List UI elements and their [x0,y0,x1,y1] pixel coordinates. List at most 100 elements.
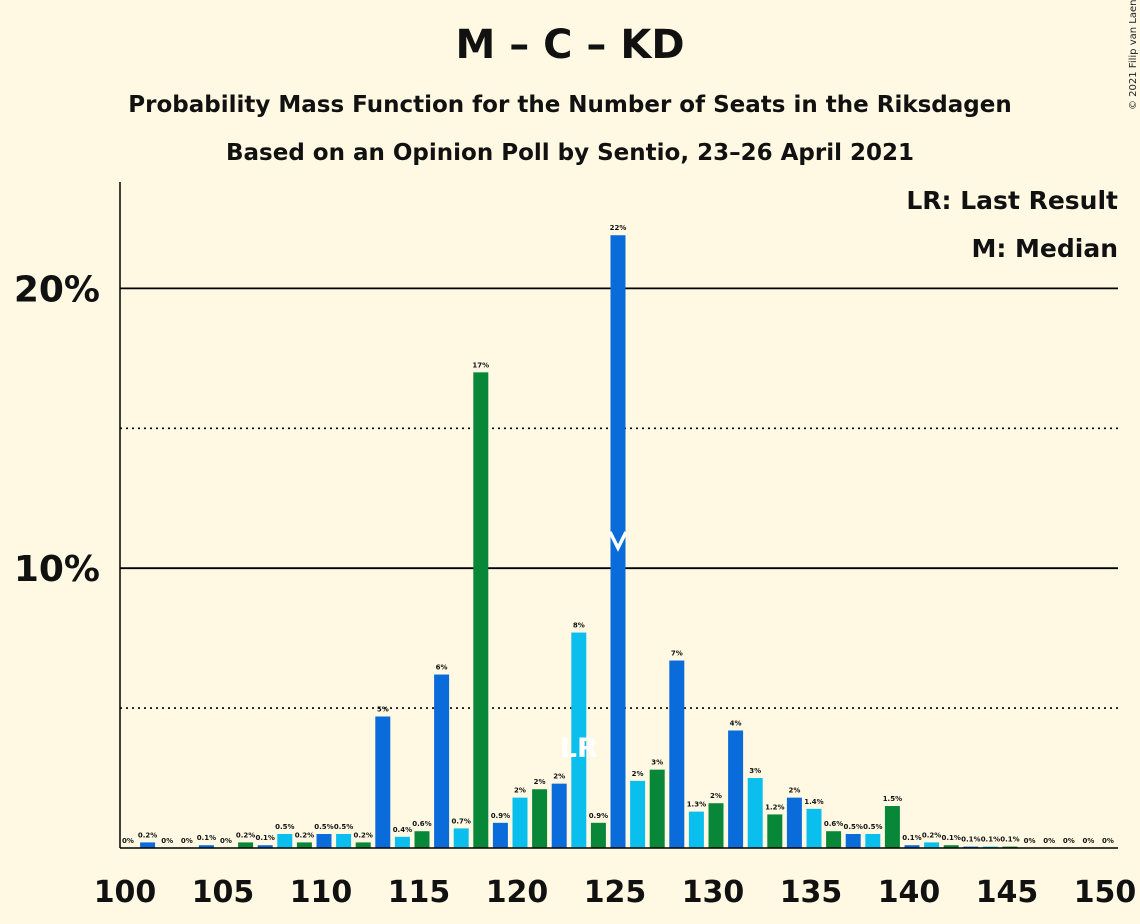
bar-value-label: 2% [788,787,800,795]
bar-seat-116 [434,674,450,848]
bar-value-label: 0.9% [589,812,608,820]
bar-seat-115 [414,831,430,848]
bar-seat-112 [355,842,371,848]
bar-value-label: 0% [181,837,193,845]
bar-seat-133 [767,814,783,848]
bar-value-label: 2% [710,792,722,800]
bar-value-label: 7% [671,650,683,658]
bar-seat-138 [865,834,881,848]
y-tick-label: 20% [14,269,100,310]
bar-seat-104 [198,845,214,848]
bar-seat-124 [590,822,606,848]
bar-value-label: 6% [436,664,448,672]
bar-value-label: 0% [161,837,173,845]
bar-seat-110 [316,834,332,848]
bar-seat-114 [394,836,410,848]
bar-value-label: 0.1% [941,834,960,842]
bar-seat-129 [688,811,704,848]
bar-value-label: 2% [534,778,546,786]
x-tick-label: 105 [192,875,255,910]
bar-value-label: 0.9% [491,812,510,820]
bar-value-label: 2% [553,773,565,781]
bar-value-label: 2% [514,787,526,795]
bar-seat-111 [336,834,352,848]
bar-seat-127 [649,769,665,848]
y-tick-label: 10% [14,549,100,590]
chart-source-line: Based on an Opinion Poll by Sentio, 23–2… [225,140,914,166]
bar-value-label: 0.5% [334,823,353,831]
bar-value-label: 0.2% [138,831,157,839]
bar-value-label: 0% [122,837,134,845]
bar-value-label: 0% [1063,837,1075,845]
bar-seat-107 [257,845,273,848]
x-tick-label: 115 [388,875,451,910]
bar-seat-122 [551,783,567,848]
bar-value-label: 4% [730,719,742,727]
legend-median: M: Median [971,234,1118,263]
x-tick-label: 135 [780,875,843,910]
bar-value-label: 0.2% [922,831,941,839]
chart-title: M – C – KD [455,22,685,68]
bar-value-label: 0.2% [295,831,314,839]
bar-value-label: 0% [1102,837,1114,845]
bar-value-label: 0.1% [902,834,921,842]
bar-value-label: 0.1% [1000,836,1019,844]
bar-value-label: 0.5% [863,823,882,831]
x-tick-label: 120 [486,875,549,910]
legend: LR: Last Result M: Median [906,186,1118,263]
bar-seat-126 [630,780,646,848]
bar-seat-128 [669,660,685,848]
bar-seat-108 [277,834,293,848]
bar-value-label: 0.4% [393,826,412,834]
last-result-marker: LR [560,733,598,764]
median-marker [608,531,628,552]
bar-value-label: 0% [1024,837,1036,845]
bar-value-label: 1.3% [687,801,706,809]
bar-seat-123 [571,632,587,848]
bar-seat-113 [375,716,391,848]
x-tick-label: 145 [976,875,1039,910]
bar-seat-109 [296,842,312,848]
bar-value-label: 0.5% [275,823,294,831]
x-tick-label: 110 [290,875,353,910]
bars [140,235,1018,848]
bar-value-label: 0.1% [961,836,980,844]
bar-seat-141 [924,842,940,848]
bar-seat-139 [884,806,900,848]
bar-seat-121 [532,789,548,848]
markers: LR [560,531,628,764]
bar-seat-131 [728,730,744,848]
x-tick-label: 150 [1074,875,1137,910]
bar-seat-132 [747,778,763,848]
bar-value-label: 0.5% [843,823,862,831]
bar-value-label: 1.5% [883,795,902,803]
bar-value-label: 1.4% [804,798,823,806]
bar-value-label: 0.2% [353,831,372,839]
bar-value-label: 3% [749,767,761,775]
bar-seat-140 [904,845,920,848]
chart-subtitle: Probability Mass Function for the Number… [128,92,1012,118]
bar-value-label: 17% [472,361,489,369]
bar-seat-142 [943,845,959,848]
bar-value-label: 0.1% [197,834,216,842]
x-tick-label: 125 [584,875,647,910]
bar-seat-125 [610,235,626,848]
bar-seat-130 [708,803,724,848]
axes: 10% 20% 100 105 110 115 120 125 130 135 140 145 150 [14,182,1136,910]
bar-seat-120 [512,797,528,848]
x-tick-label: 130 [682,875,745,910]
bar-seat-137 [845,834,861,848]
bar-value-label: 0.6% [412,820,431,828]
bar-value-labels: 0%0.2%0% 0% 0.1% 0%0.2% 0.1%0.5%0.2%0.5% 0.5%… [122,224,1114,845]
bar-value-label: 0.1% [981,836,1000,844]
bar-seat-134 [786,797,802,848]
bar-seat-136 [826,831,842,848]
bar-value-label: 0% [1082,837,1094,845]
bar-value-label: 3% [651,759,663,767]
legend-last-result: LR: Last Result [906,186,1118,215]
bar-seat-117 [453,828,469,848]
bar-seat-135 [806,808,822,848]
bar-value-label: 0.6% [824,820,843,828]
bar-value-label: 0.5% [314,823,333,831]
